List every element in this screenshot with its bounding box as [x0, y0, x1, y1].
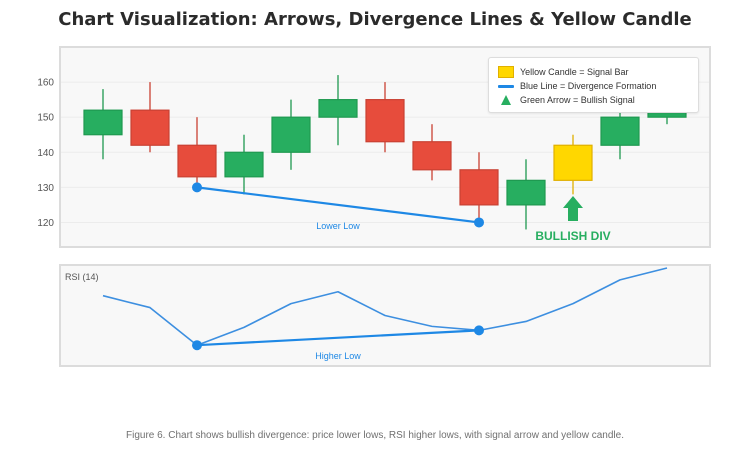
- rsi-chart-panel: [59, 264, 711, 367]
- candle-body: [412, 141, 452, 171]
- candle-body: [318, 99, 358, 118]
- candle-body: [553, 144, 593, 181]
- legend-item-green-arrow: Green Arrow = Bullish Signal: [498, 93, 698, 107]
- legend-label: Yellow Candle = Signal Bar: [520, 67, 629, 77]
- candle-body: [271, 116, 311, 153]
- price-divergence-label: Lower Low: [316, 221, 360, 231]
- candle-body: [506, 179, 546, 206]
- legend-item-blue-line: Blue Line = Divergence Formation: [498, 79, 698, 93]
- candle-body: [365, 99, 405, 143]
- candle-bear: [177, 117, 217, 188]
- figure-caption: Figure 6. Chart shows bullish divergence…: [125, 430, 624, 441]
- legend-label: Blue Line = Divergence Formation: [520, 81, 657, 91]
- green-triangle-icon: [498, 94, 514, 106]
- candle-body: [83, 109, 123, 136]
- chart-legend: Yellow Candle = Signal Bar Blue Line = D…: [488, 57, 699, 113]
- y-tick-label: 150: [37, 113, 54, 124]
- candle-bear: [365, 82, 405, 153]
- rsi-title: RSI (14): [65, 272, 99, 282]
- page-title: Chart Visualization: Arrows, Divergence …: [58, 9, 692, 30]
- legend-item-yellow-candle: Yellow Candle = Signal Bar: [498, 65, 698, 79]
- y-tick-label: 120: [37, 218, 54, 229]
- y-tick-label: 160: [37, 78, 54, 89]
- y-tick-label: 130: [37, 183, 54, 194]
- candle-body: [130, 109, 170, 146]
- candle-body: [459, 169, 499, 206]
- candle-bull: [224, 134, 264, 195]
- candle-bull: [506, 159, 546, 230]
- yellow-square-icon: [498, 66, 514, 78]
- divergence-point: [192, 340, 202, 351]
- rsi-line: [102, 267, 668, 347]
- candle-body: [600, 116, 640, 146]
- candle-bull: [83, 89, 123, 160]
- rsi-divergence-line: [196, 329, 480, 347]
- candle-bull: [318, 75, 358, 146]
- legend-label: Green Arrow = Bullish Signal: [520, 95, 635, 105]
- divergence-point: [474, 325, 484, 336]
- candle-signal: [553, 134, 593, 195]
- candle-bear: [130, 82, 170, 153]
- rsi-divergence-label: Higher Low: [315, 351, 361, 361]
- blue-line-icon: [498, 80, 514, 92]
- bullish-arrow-icon: [563, 196, 583, 221]
- y-tick-label: 140: [37, 148, 54, 159]
- candle-bear: [459, 152, 499, 223]
- divergence-point: [474, 217, 484, 228]
- candle-body: [224, 151, 264, 178]
- divergence-point: [192, 182, 202, 193]
- candle-bear: [412, 124, 452, 181]
- price-divergence-line: [196, 186, 480, 224]
- signal-label: BULLISH DIV: [535, 229, 610, 243]
- candle-bull: [271, 99, 311, 170]
- candle-body: [177, 144, 217, 178]
